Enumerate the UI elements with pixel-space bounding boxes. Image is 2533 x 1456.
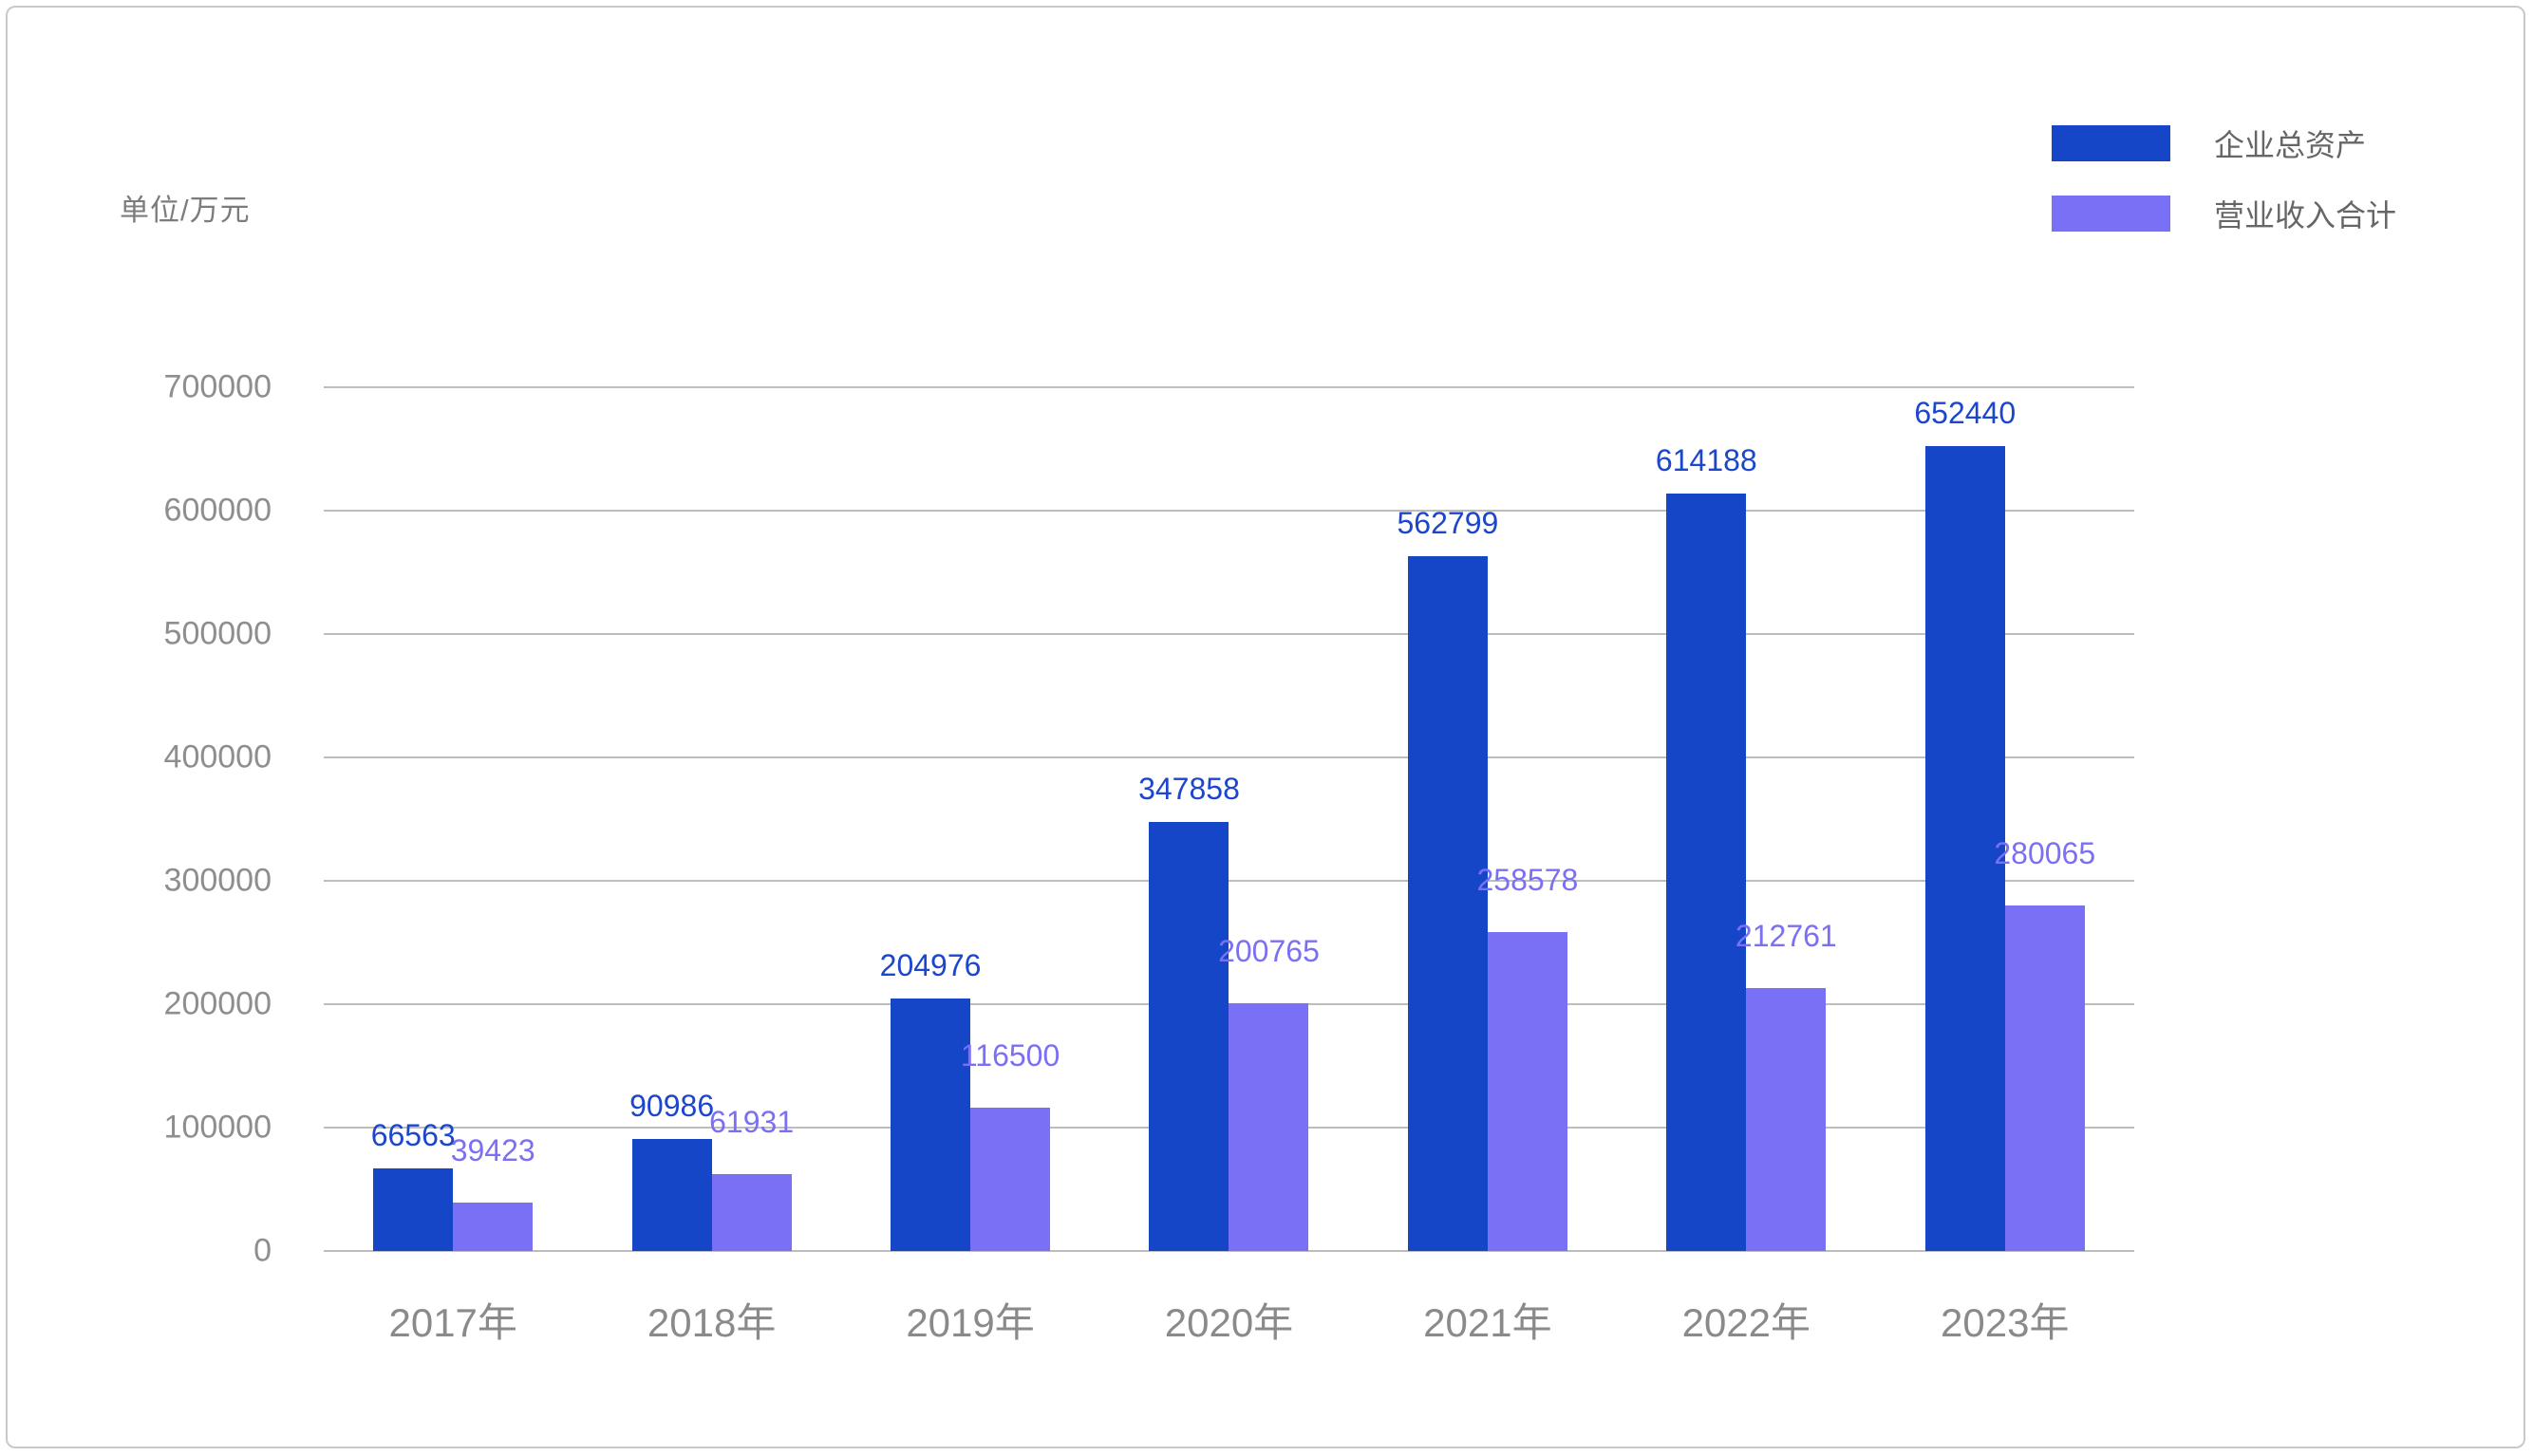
value-label-营业收入合计-2022年: 212761 [1735, 919, 1837, 953]
bar-企业总资产-2020年 [1149, 822, 1229, 1251]
x-axis-labels: 2017年 2018年 2019年 2020年 2021年 2022年 2023年 [324, 1291, 2134, 1349]
gridline-400000 [324, 756, 2134, 758]
bar-企业总资产-2019年 [891, 999, 971, 1251]
bar-group-2017年: 66563 39423 [324, 387, 582, 1251]
bar-groups: 66563 39423 90986 61931 204976 116500 347858 20… [324, 387, 2134, 1251]
x-label-2017年: 2017年 [388, 1300, 517, 1345]
bar-group-2023年: 652440 280065 [1876, 387, 2134, 1251]
bar-wrap: 116500 [961, 1038, 1060, 1251]
bar-group-2021年: 562799 258578 [1359, 387, 1617, 1251]
bar-企业总资产-2022年 [1666, 494, 1747, 1251]
bar-wrap: 347858 [1138, 772, 1240, 1251]
x-label-2019年: 2019年 [906, 1300, 1035, 1345]
bar-pair: 204976 116500 [880, 948, 1060, 1251]
legend-swatch-operating-revenue [2052, 196, 2170, 232]
x-label-2018年: 2018年 [647, 1300, 777, 1345]
bar-wrap: 280065 [1994, 836, 2095, 1251]
bar-营业收入合计-2022年 [1746, 988, 1827, 1251]
y-tick-label-200000: 200000 [163, 985, 272, 1022]
bar-企业总资产-2018年 [631, 1139, 712, 1251]
value-label-营业收入合计-2023年: 280065 [1994, 836, 2096, 870]
gridline-600000 [324, 510, 2134, 512]
bar-pair: 652440 280065 [1914, 396, 2095, 1251]
y-tick-label-600000: 600000 [163, 492, 272, 529]
bar-企业总资产-2021年 [1407, 556, 1488, 1251]
value-label-企业总资产-2018年: 90986 [629, 1089, 715, 1123]
bar-企业总资产-2017年 [373, 1168, 454, 1251]
x-label-2020年: 2020年 [1164, 1300, 1294, 1345]
plot-area: 0 100000 200000 300000 400000 500000 600000 700… [164, 369, 2134, 1345]
value-label-企业总资产-2017年: 66563 [370, 1118, 456, 1152]
legend-label-total-assets: 企业总资产 [2214, 128, 2367, 162]
value-label-营业收入合计-2018年: 61931 [709, 1105, 795, 1139]
x-label-2021年: 2021年 [1423, 1300, 1552, 1345]
gridline-300000 [324, 880, 2134, 882]
bar-营业收入合计-2021年 [1487, 932, 1567, 1251]
gridline-700000 [324, 386, 2134, 388]
chart-canvas: 单位/万元 企业总资产 营业收入合计 0 100000 200000 300000 40… [6, 6, 2525, 1448]
y-tick-label-0: 0 [253, 1232, 272, 1269]
value-label-企业总资产-2022年: 614188 [1655, 443, 1757, 477]
legend-label-operating-revenue: 营业收入合计 [2214, 198, 2397, 233]
y-tick-label-700000: 700000 [163, 368, 272, 405]
value-label-企业总资产-2019年: 204976 [879, 948, 982, 982]
bar-wrap: 61931 [709, 1105, 794, 1251]
bar-wrap: 212761 [1736, 919, 1837, 1251]
x-label-2022年: 2022年 [1681, 1300, 1811, 1345]
y-tick-label-500000: 500000 [163, 615, 272, 652]
legend-swatch-total-assets [2052, 125, 2170, 161]
bar-pair: 562799 258578 [1398, 506, 1578, 1251]
bar-wrap: 204976 [880, 948, 981, 1251]
legend-item-total-assets[interactable]: 企业总资产 [2052, 121, 2396, 165]
bar-wrap: 90986 [629, 1089, 714, 1251]
bar-营业收入合计-2019年 [970, 1108, 1051, 1251]
bar-wrap: 614188 [1656, 443, 1757, 1251]
bar-pair: 66563 39423 [371, 1118, 535, 1251]
value-label-营业收入合计-2021年: 258578 [1476, 863, 1579, 897]
value-label-企业总资产-2021年: 562799 [1397, 506, 1499, 540]
bar-pair: 614188 212761 [1656, 443, 1837, 1251]
bar-营业收入合计-2020年 [1229, 1003, 1309, 1251]
y-tick-label-300000: 300000 [163, 862, 272, 899]
y-tick-label-100000: 100000 [163, 1109, 272, 1146]
gridline-500000 [324, 633, 2134, 635]
bar-group-2019年: 204976 116500 [841, 387, 1099, 1251]
bar-wrap: 39423 [451, 1133, 535, 1251]
bar-wrap: 66563 [371, 1118, 456, 1251]
value-label-企业总资产-2020年: 347858 [1138, 772, 1240, 806]
bar-pair: 90986 61931 [629, 1089, 794, 1251]
bar-企业总资产-2023年 [1924, 446, 2005, 1251]
x-label-2023年: 2023年 [1941, 1300, 2070, 1345]
legend-item-operating-revenue[interactable]: 营业收入合计 [2052, 192, 2396, 235]
value-label-企业总资产-2023年: 652440 [1914, 396, 2017, 430]
value-label-营业收入合计-2017年: 39423 [450, 1133, 535, 1167]
bar-营业收入合计-2017年 [453, 1203, 534, 1251]
bar-营业收入合计-2023年 [2004, 905, 2085, 1251]
bar-group-2022年: 614188 212761 [1617, 387, 1875, 1251]
bar-wrap: 562799 [1398, 506, 1498, 1251]
gridline-0 [324, 1250, 2134, 1252]
value-label-营业收入合计-2019年: 116500 [960, 1038, 1060, 1073]
bar-wrap: 652440 [1914, 396, 2016, 1251]
bar-营业收入合计-2018年 [711, 1174, 792, 1251]
bar-group-2020年: 347858 200765 [1099, 387, 1358, 1251]
y-tick-label-400000: 400000 [163, 738, 272, 775]
legend: 企业总资产 营业收入合计 [2052, 121, 2396, 235]
value-label-营业收入合计-2020年: 200765 [1218, 934, 1320, 968]
bar-wrap: 258578 [1477, 863, 1578, 1251]
bar-group-2018年: 90986 61931 [582, 387, 840, 1251]
bar-pair: 347858 200765 [1138, 772, 1320, 1251]
y-axis-unit-label: 单位/万元 [120, 194, 251, 227]
bar-wrap: 200765 [1218, 934, 1320, 1251]
